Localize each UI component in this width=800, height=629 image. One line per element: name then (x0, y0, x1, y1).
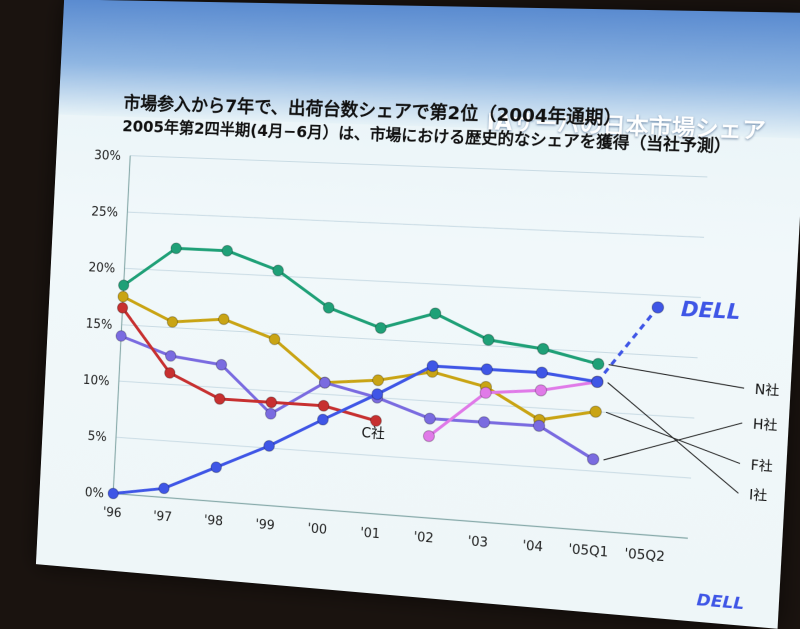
data-point (108, 488, 119, 499)
data-point (116, 330, 127, 341)
y-tick-label: 15% (85, 316, 112, 332)
data-point (159, 483, 170, 494)
data-point (370, 415, 381, 427)
x-tick-label: '00 (307, 520, 327, 537)
data-point (481, 363, 493, 375)
y-tick-label: 30% (94, 147, 121, 163)
y-tick-label: 10% (83, 372, 110, 388)
annotation-leader (604, 414, 743, 469)
data-point (211, 462, 222, 474)
data-point (424, 413, 436, 425)
data-point (372, 374, 383, 386)
data-point (269, 334, 280, 345)
data-point (592, 358, 604, 370)
data-point (423, 430, 435, 442)
data-point (264, 440, 275, 452)
data-point (118, 291, 129, 302)
y-gridline (119, 381, 694, 418)
y-tick-label: 0% (85, 484, 105, 500)
x-tick-label: '05Q2 (624, 545, 665, 564)
data-point (317, 414, 328, 426)
data-point (480, 387, 492, 399)
y-gridline (127, 212, 704, 237)
data-point (165, 350, 176, 361)
series-line (117, 336, 599, 459)
x-tick-label: '05Q1 (568, 541, 609, 560)
series-annotation-label: F社 (750, 457, 773, 475)
series-line (121, 246, 603, 364)
y-tick-label: 20% (88, 260, 115, 276)
data-point (118, 280, 129, 291)
data-point (430, 308, 442, 320)
series-annotation-label: H社 (753, 416, 779, 434)
data-point (222, 245, 233, 256)
x-tick-label: '96 (103, 504, 122, 520)
data-point (652, 301, 664, 313)
x-tick-label: '04 (522, 537, 543, 554)
series-line (597, 304, 658, 385)
y-tick-label: 25% (91, 203, 118, 219)
data-point (536, 367, 548, 379)
data-point (478, 416, 490, 428)
y-tick-label: 5% (87, 428, 107, 444)
data-point (164, 367, 175, 378)
data-point (273, 265, 284, 276)
series-annotation-label: N社 (754, 381, 780, 398)
data-point (535, 384, 547, 396)
data-point (427, 360, 439, 372)
data-point (537, 343, 549, 355)
x-tick-label: '98 (204, 512, 224, 529)
x-tick-label: '99 (255, 516, 275, 533)
dell-series-logo: DELL (680, 297, 741, 324)
series-line (118, 308, 381, 421)
data-point (265, 408, 276, 420)
data-point (318, 400, 329, 412)
data-point (218, 314, 229, 325)
y-gridline (125, 268, 701, 297)
series-annotation-label: I社 (749, 486, 768, 503)
data-point (483, 334, 495, 346)
market-share-line-chart: 0% 5% 10% 15% 20% 25% 30% '96 '97 '98 '99 '00 '01 '02… (83, 147, 781, 613)
data-point (587, 453, 599, 465)
photo-stage: IAサーバの日本市場シェア 市場参入から7年で、出荷台数シェアで第2位（2004… (35, 0, 800, 629)
annotation-leader (608, 365, 745, 389)
x-tick-label: '03 (467, 533, 488, 550)
data-point (171, 243, 182, 254)
data-point (375, 322, 386, 334)
series-annotation-label: C社 (361, 425, 386, 443)
x-tick-label: '97 (153, 508, 173, 524)
dell-logo-footer: DELL (696, 590, 745, 613)
x-axis (113, 494, 688, 539)
data-point (167, 316, 178, 327)
y-gridline (130, 156, 707, 177)
data-point (216, 359, 227, 370)
series-line (429, 372, 597, 447)
data-point (319, 377, 330, 389)
data-point (214, 393, 225, 404)
data-point (372, 388, 383, 400)
data-point (323, 302, 334, 313)
x-tick-label: '01 (360, 524, 381, 541)
data-point (266, 397, 277, 408)
y-gridline (122, 325, 698, 358)
data-point (590, 406, 602, 418)
data-point (591, 376, 603, 388)
x-tick-label: '02 (413, 529, 434, 546)
data-point (480, 381, 492, 393)
data-point (117, 302, 128, 313)
data-point (533, 420, 545, 432)
series-line (113, 347, 597, 530)
presentation-slide: IAサーバの日本市場シェア 市場参入から7年で、出荷台数シェアで第2位（2004… (35, 0, 800, 629)
